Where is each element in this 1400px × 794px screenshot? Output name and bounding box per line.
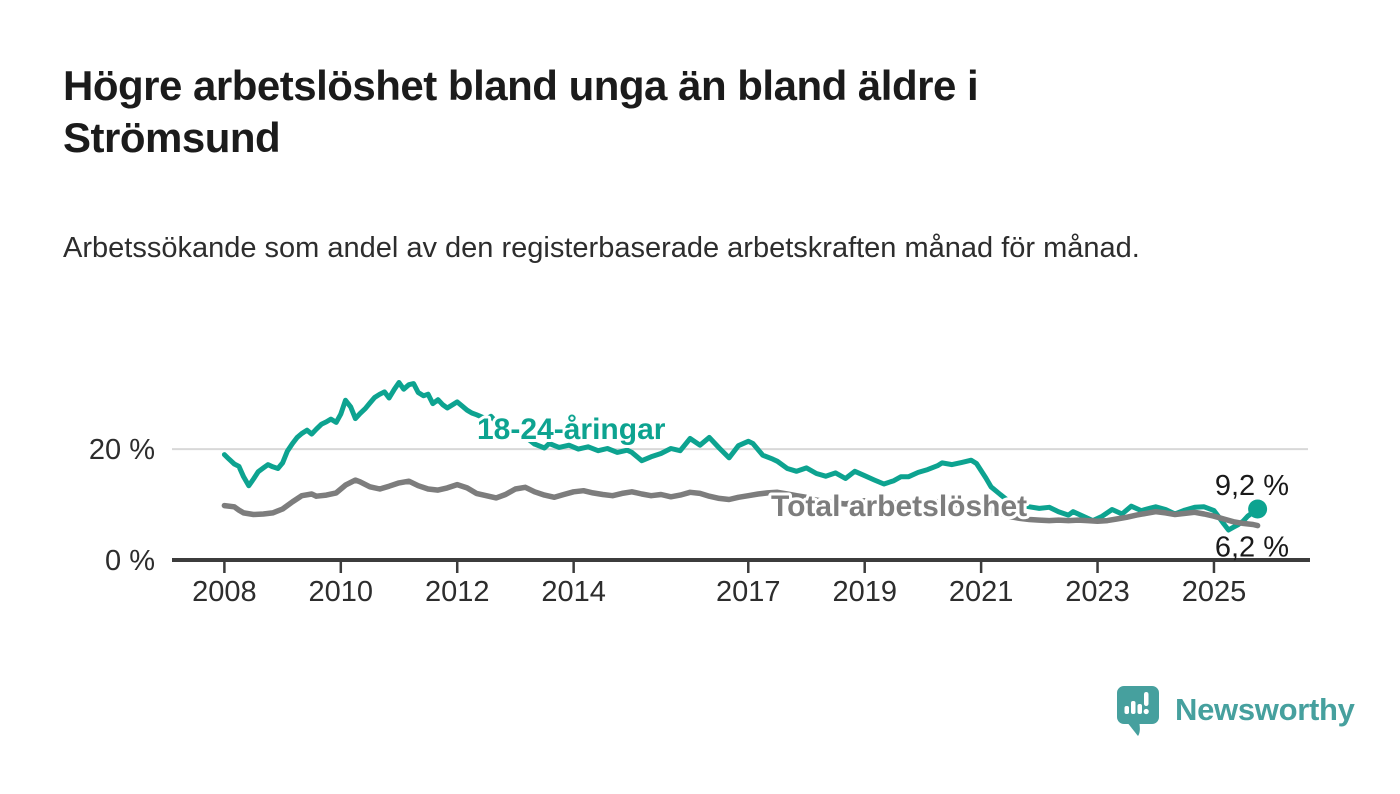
series-line-young xyxy=(221,380,1261,533)
x-tick-label: 2014 xyxy=(541,576,606,608)
series-label-young: 18-24-åringar xyxy=(477,413,666,446)
x-tick-label: 2012 xyxy=(425,576,490,608)
x-tick-label: 2010 xyxy=(309,576,374,608)
brand-logo: Newsworthy xyxy=(1115,684,1355,742)
chart-title: Högre arbetslöshet bland unga än bland ä… xyxy=(63,62,979,162)
x-tick-label: 2023 xyxy=(1065,576,1130,608)
x-tick-label: 2019 xyxy=(832,576,897,608)
y-tick-label: 20 % xyxy=(89,434,155,466)
brand-wordmark: Newsworthy xyxy=(1175,692,1355,727)
line-chart: 2008 2010 2012 2014 2017 2019 2021 2023 2025 20 %… xyxy=(89,380,1310,608)
end-value-label: 9,2 % xyxy=(1215,470,1289,502)
bar-tall xyxy=(1131,701,1136,714)
exclamation-dot xyxy=(1143,708,1149,715)
series-end-dot xyxy=(1248,499,1268,519)
exclamation-bar xyxy=(1144,692,1149,706)
x-tick-label: 2025 xyxy=(1182,576,1247,608)
y-tick-label: 0 % xyxy=(105,545,155,577)
end-value-label: 6,2 % xyxy=(1215,532,1289,564)
chart-subtitle: Arbetssökande som andel av den registerb… xyxy=(63,232,1140,264)
x-tick-label: 2017 xyxy=(716,576,781,608)
newsworthy-logo-icon xyxy=(1117,686,1159,736)
bar-medium xyxy=(1137,704,1142,714)
series-label-total: Total arbetslöshet xyxy=(771,490,1027,523)
bar-small xyxy=(1124,706,1129,714)
x-tick-label: 2008 xyxy=(192,576,257,608)
x-tick-label: 2021 xyxy=(949,576,1014,608)
series-line-total xyxy=(221,477,1261,529)
